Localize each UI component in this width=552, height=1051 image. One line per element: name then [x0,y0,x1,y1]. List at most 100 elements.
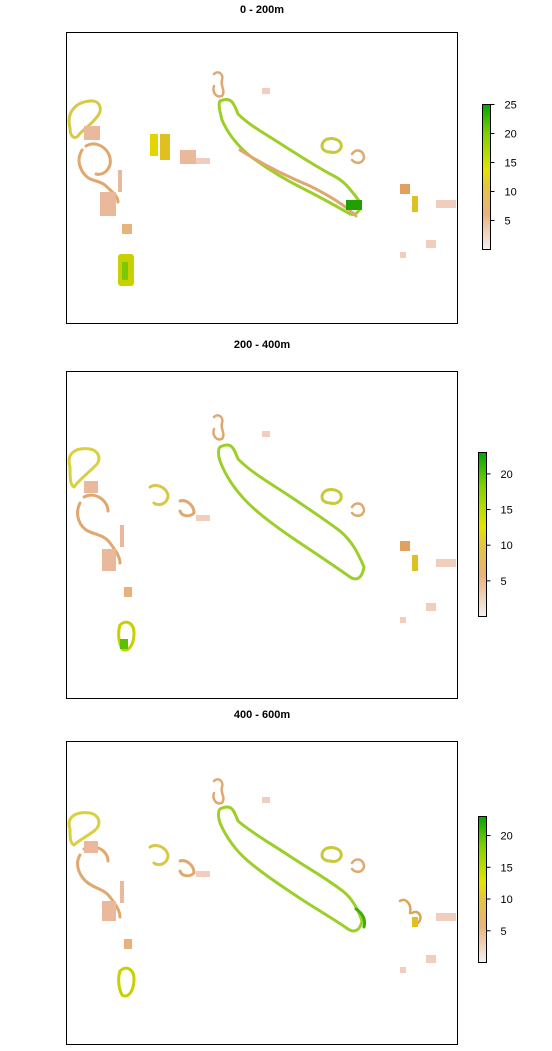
legend-tick-label: 5 [501,576,507,588]
patch-pink-3 [120,881,124,903]
patch-pink-2 [102,901,116,921]
legend-tick-label: 20 [505,129,517,141]
color-legend: 5 10 15 20 [478,452,513,617]
map-frame [66,32,458,324]
reef-outline-mid2 [178,859,196,878]
reef-outline-ne [350,502,366,517]
reef-patches [84,797,456,973]
legend-tick-label: 15 [505,158,517,170]
patch-orange-e6 [412,917,418,927]
patch-pink-e5 [400,252,406,258]
reef-outlines [67,71,366,218]
patch-pink-5 [180,150,196,164]
patch-pink-3 [120,525,124,547]
legend-bar [482,104,491,250]
reef-outline-east-green [354,907,366,929]
patch-orange-e1 [400,184,410,194]
patch-pink-3 [118,170,122,192]
reef-outline-mid2 [178,499,196,518]
patch-pink-e3 [436,913,456,921]
patch-green-south-inner [120,639,128,649]
legend-tick-label: 15 [501,505,513,517]
reef-outline-west-north [67,447,101,489]
patch-pink-4 [122,224,132,234]
map-plot: 5 10 15 20 [66,741,513,1045]
color-legend: 5 10 15 20 [478,816,513,963]
reef-outline-small-island [320,846,343,863]
legend-ticks: 5 10 15 20 25 [490,100,517,228]
reef-patches [84,431,456,649]
patch-pink-4 [124,939,132,949]
legend-ticks: 5 10 15 20 [486,831,513,938]
reef-outline-ne [350,149,366,164]
legend-tick-label: 20 [501,469,513,481]
patch-yellow-a [150,134,158,156]
reef-outline-top [212,414,225,441]
legend-tick-label: 10 [505,187,517,199]
patch-green-south-inner [122,262,128,280]
reef-outline-west-north [67,811,101,847]
legend-ticks: 5 10 15 20 [486,469,513,588]
reef-outline-mid [148,483,170,507]
reef-outline-ne [350,858,366,873]
reef-outlines [67,414,366,652]
map-frame [66,371,458,699]
patch-pink-5 [196,871,210,877]
reef-outline-long [217,443,366,581]
patch-orange-e1 [400,541,410,551]
patch-pink-e3 [436,200,456,208]
legend-bar [478,452,487,617]
map-frame [66,741,458,1045]
patch-pink-e4 [426,240,436,248]
patch-pink-top [262,431,270,437]
patch-pink-e4 [426,603,436,611]
panel-title: 400 - 600m [233,709,291,721]
reef-outline-long [217,98,362,216]
legend-tick-label: 10 [501,894,513,906]
panel-title: 200 - 400m [233,339,291,351]
patch-pink-e5 [400,967,406,973]
reef-outline-south [117,966,136,998]
legend-tick-label: 5 [501,926,507,938]
map-panel-200-400m: 200 - 400m [0,335,552,705]
legend-tick-label: 5 [505,216,511,228]
reef-outline-top [212,778,225,805]
map-plot: 5 10 15 20 25 [66,32,517,324]
patch-pink-e5 [400,617,406,623]
reef-outline-long-lower [238,148,358,218]
reef-outline-long [217,805,364,933]
reef-outline-small-island [320,137,343,154]
patch-pink-1 [84,841,98,853]
patch-pink-1 [84,126,100,140]
patch-green-dark [346,200,362,210]
reef-outline-east [398,898,422,925]
patch-pink-5 [196,515,210,521]
patch-pink-e4 [426,955,436,963]
patch-pink-2 [102,549,116,571]
patch-yellow-e2 [412,196,418,212]
patch-pink-e3 [436,559,456,567]
patch-yellow-e2 [412,555,418,571]
color-legend: 5 10 15 20 25 [482,100,517,250]
patch-pink-top [262,797,270,803]
patch-pink-2 [100,192,116,216]
map-plot: 5 10 15 20 [66,371,513,699]
patch-pink-top [262,88,270,94]
legend-tick-label: 10 [501,540,513,552]
legend-tick-label: 25 [505,100,517,112]
reef-outline-west-north [67,99,102,140]
reef-outline-west [76,493,122,565]
patch-pink-6 [196,158,210,164]
reef-outline-south [117,620,136,652]
reef-outline-mid [148,843,170,867]
patch-yellow-b [160,134,170,160]
panel-title: 0 - 200m [239,4,285,16]
reef-outline-top [212,71,225,98]
map-panel-400-600m: 400 - 600m [0,705,552,1051]
legend-tick-label: 20 [501,831,513,843]
reef-patches [84,88,456,286]
patch-pink-4 [124,587,132,597]
map-panel-0-200m: 0 - 200m [0,0,552,330]
legend-bar [478,816,487,963]
reef-outline-small-island [320,488,343,505]
